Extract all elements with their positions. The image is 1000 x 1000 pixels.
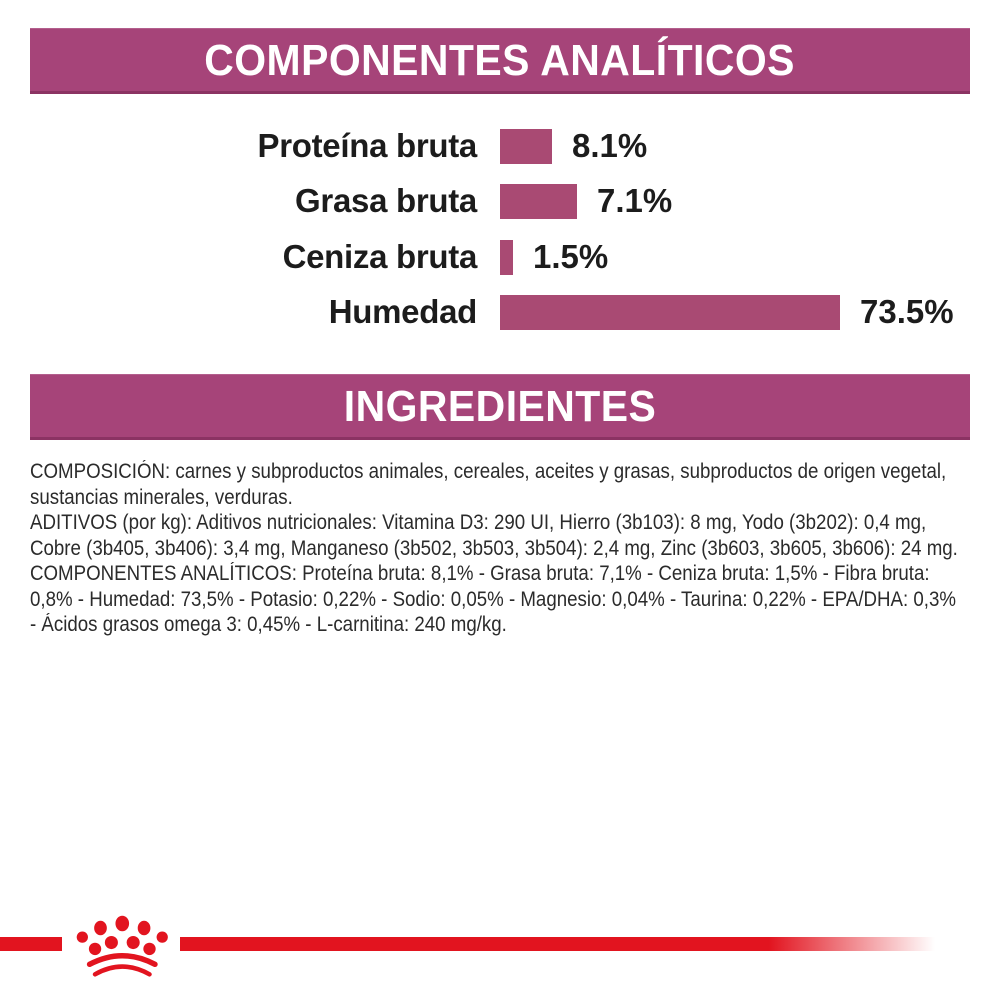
bar-value: 1.5%: [533, 238, 609, 275]
brand-stripe-left: [0, 937, 62, 951]
chart-row-grasa: Grasa bruta 7.1%: [30, 182, 970, 219]
brand-stripe-right: [180, 937, 935, 951]
ingredients-line: - Ácidos grasos omega 3: 0,45% - L-carni…: [30, 613, 507, 636]
bar-value: 7.1%: [597, 182, 673, 219]
ingredients-line: 0,8% - Humedad: 73,5% - Potasio: 0,22% -…: [30, 587, 956, 611]
ingredients-line: COMPONENTES ANALÍTICOS: Proteína bruta: …: [30, 562, 930, 585]
bar-label: Ceniza bruta: [282, 238, 478, 275]
chart-row-proteina: Proteína bruta 8.1%: [30, 127, 970, 164]
bar-humedad: [500, 294, 840, 330]
ingredients-line: Cobre (3b405, 3b406): 3,4 mg, Manganeso …: [30, 536, 958, 560]
bar-proteina: [500, 128, 552, 164]
bar-value: 73.5%: [860, 293, 954, 330]
chart-row-humedad: Humedad 73.5%: [30, 293, 970, 330]
ingredients-line: COMPOSICIÓN: carnes y subproductos anima…: [30, 460, 947, 483]
chart-row-ceniza: Ceniza bruta 1.5%: [30, 238, 970, 275]
bar-grasa: [500, 183, 577, 219]
royal-canin-crown-icon: [76, 915, 168, 977]
ingredients-text-block: COMPOSICIÓN: carnes y subproductos anima…: [30, 459, 970, 638]
bar-label: Humedad: [328, 293, 478, 330]
ingredients-header-title: INGREDIENTES: [343, 382, 657, 431]
bar-label: Grasa bruta: [295, 182, 477, 219]
ingredients-header-band: INGREDIENTES: [30, 374, 970, 440]
bar-label: Proteína bruta: [257, 127, 477, 164]
ingredients-line: ADITIVOS (por kg): Aditivos nutricionale…: [30, 511, 927, 534]
bar-ceniza: [500, 239, 513, 275]
ingredients-line: sustancias minerales, verduras.: [30, 485, 293, 509]
analytics-header-title: COMPONENTES ANALÍTICOS: [204, 36, 796, 85]
bar-value: 8.1%: [572, 127, 648, 164]
analytics-header-band: COMPONENTES ANALÍTICOS: [30, 28, 970, 94]
